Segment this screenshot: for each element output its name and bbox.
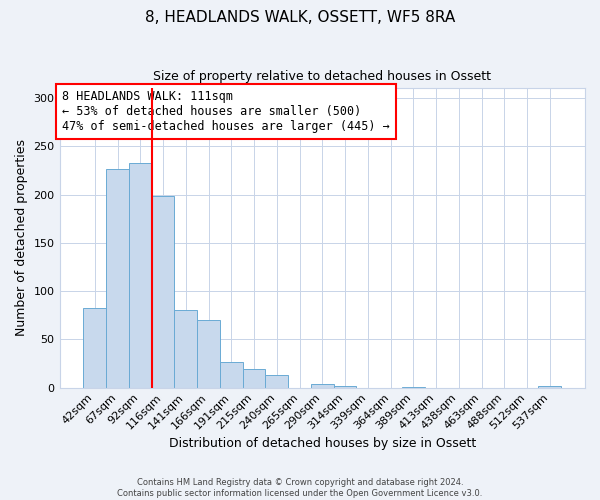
Bar (538, 386, 561, 388)
Bar (265, 375, 288, 388)
Bar (175, 310, 197, 388)
Y-axis label: Number of detached properties: Number of detached properties (15, 140, 28, 336)
Bar (152, 196, 175, 388)
Bar (220, 362, 242, 388)
Bar (311, 384, 334, 388)
Bar (106, 170, 129, 388)
Bar (334, 386, 356, 388)
Text: Contains HM Land Registry data © Crown copyright and database right 2024.
Contai: Contains HM Land Registry data © Crown c… (118, 478, 482, 498)
Bar (242, 370, 265, 388)
Bar (402, 386, 425, 388)
Title: Size of property relative to detached houses in Ossett: Size of property relative to detached ho… (153, 70, 491, 83)
Bar (83, 308, 106, 388)
X-axis label: Distribution of detached houses by size in Ossett: Distribution of detached houses by size … (169, 437, 476, 450)
Text: 8, HEADLANDS WALK, OSSETT, WF5 8RA: 8, HEADLANDS WALK, OSSETT, WF5 8RA (145, 10, 455, 25)
Bar (129, 162, 152, 388)
Text: 8 HEADLANDS WALK: 111sqm
← 53% of detached houses are smaller (500)
47% of semi-: 8 HEADLANDS WALK: 111sqm ← 53% of detach… (62, 90, 390, 133)
Bar (197, 320, 220, 388)
